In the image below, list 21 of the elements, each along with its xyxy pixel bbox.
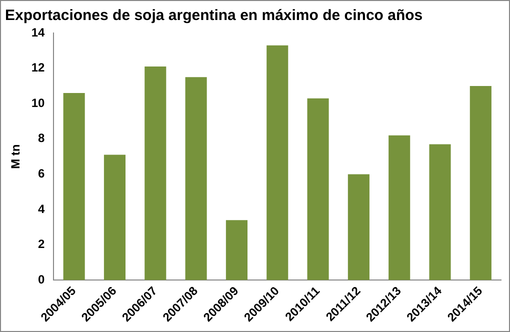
bar [226, 220, 248, 280]
bar [388, 135, 410, 280]
bar [104, 154, 126, 280]
bar [144, 66, 166, 280]
bar [266, 45, 288, 280]
chart-title: Exportaciones de soja argentina en máximo de cinco años [5, 7, 423, 24]
y-tick-label: 12 [31, 60, 46, 75]
bar [307, 98, 329, 280]
y-tick-label: 0 [38, 272, 46, 286]
y-tick-label: 14 [31, 25, 46, 40]
y-axis-title: M tn [8, 144, 23, 169]
bar [185, 77, 207, 280]
y-tick-label: 6 [38, 166, 46, 181]
bar [348, 174, 370, 280]
bar [470, 86, 492, 280]
bar [63, 93, 85, 280]
y-tick-label: 4 [38, 202, 46, 216]
y-tick-label: 10 [31, 96, 46, 110]
y-tick-label: 8 [38, 131, 46, 146]
y-tick-label: 2 [38, 237, 46, 252]
bar [429, 144, 451, 280]
